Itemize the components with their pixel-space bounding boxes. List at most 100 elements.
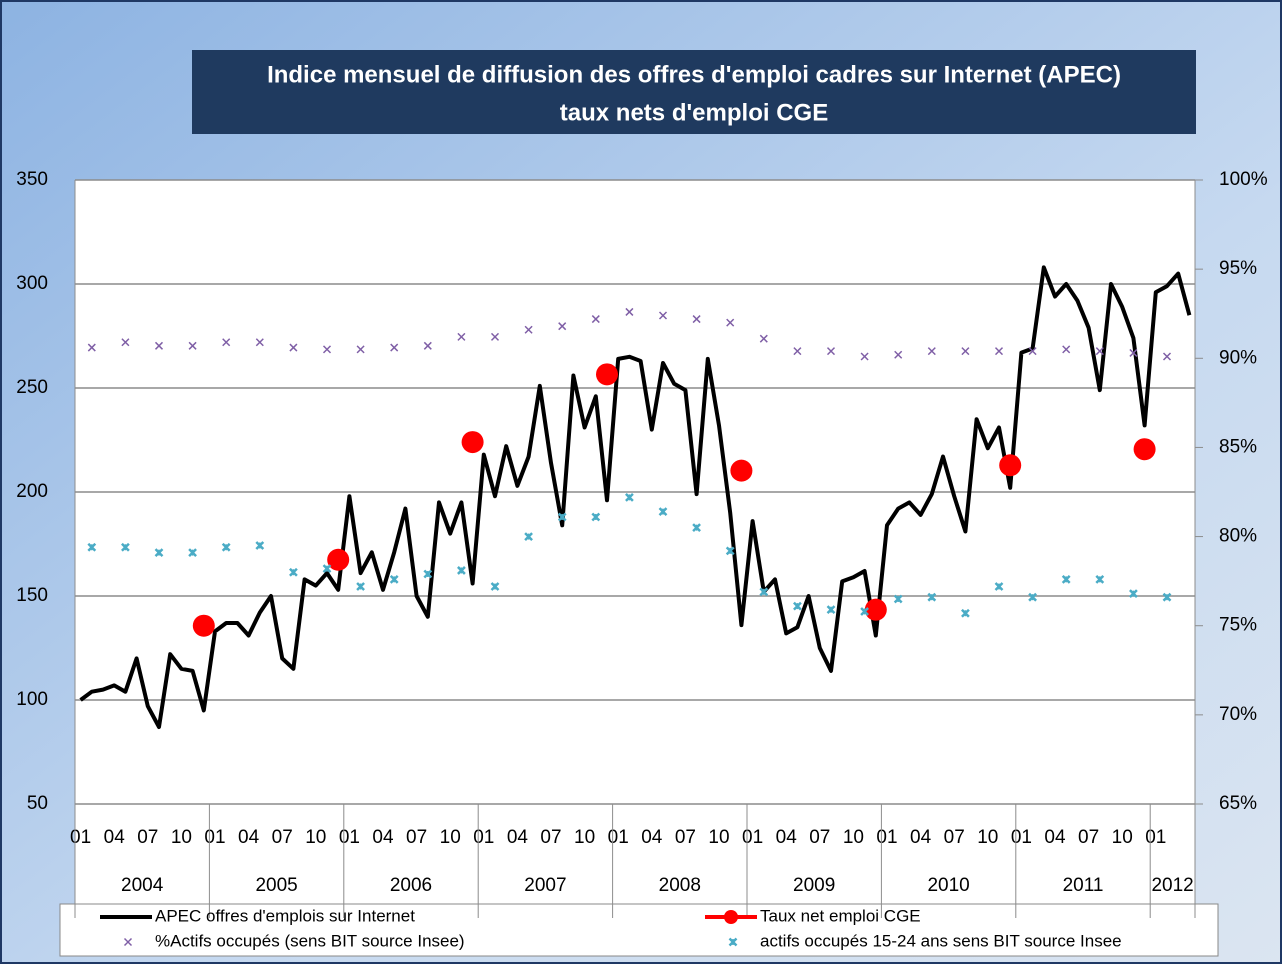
x-tick-label: 04	[1044, 827, 1066, 848]
x-tick-label: 07	[406, 827, 427, 848]
data-point	[390, 343, 399, 352]
data-point	[423, 569, 433, 579]
marker-stroke	[658, 311, 668, 320]
data-point	[121, 542, 130, 552]
x-group-label: 2008	[659, 875, 701, 896]
x-group-label: 2012	[1151, 875, 1193, 896]
data-point	[927, 347, 936, 356]
data-point	[87, 343, 96, 352]
x-tick-label: 10	[708, 827, 729, 848]
x-tick-label: 07	[137, 827, 158, 848]
x-tick-label: 04	[238, 827, 260, 848]
x-tick-label: 04	[507, 827, 529, 848]
data-point	[322, 345, 332, 354]
marker-stroke	[692, 315, 701, 324]
data-point	[793, 601, 802, 611]
marker-stroke	[1095, 347, 1104, 356]
data-point	[625, 492, 634, 502]
x-tick-label: 10	[440, 827, 461, 848]
x-tick-label: 01	[339, 827, 360, 848]
data-point	[154, 341, 164, 350]
marker-stroke	[490, 332, 500, 341]
data-point	[726, 318, 735, 327]
y2-tick-label: 100%	[1219, 169, 1268, 190]
data-point	[221, 542, 231, 552]
marker-dot	[864, 598, 887, 621]
marker-stroke	[390, 343, 399, 352]
data-point	[864, 598, 887, 621]
data-point	[389, 574, 399, 584]
marker-stroke	[356, 345, 365, 354]
x-tick-label: 01	[204, 827, 225, 848]
data-point	[826, 605, 836, 615]
x-tick-label: 01	[473, 827, 494, 848]
y2-tick-label: 75%	[1219, 615, 1257, 636]
legend-key	[123, 937, 133, 947]
title-box	[192, 50, 1196, 134]
x-group-label: 2005	[255, 875, 297, 896]
data-point	[524, 532, 533, 541]
marker-stroke	[826, 347, 836, 356]
x-tick-label: 10	[977, 827, 998, 848]
x-tick-label: 01	[742, 827, 763, 848]
marker-stroke	[524, 325, 533, 334]
data-point	[994, 347, 1004, 356]
marker-stroke	[322, 345, 332, 354]
marker-dot	[327, 548, 350, 571]
data-point	[1095, 347, 1104, 356]
x-group-label: 2006	[390, 875, 432, 896]
data-point	[461, 431, 484, 454]
data-point	[1162, 592, 1172, 602]
marker-stroke	[927, 347, 936, 356]
data-point	[1028, 347, 1037, 356]
x-tick-label: 04	[910, 827, 932, 848]
data-point	[356, 345, 365, 354]
data-point	[1028, 592, 1037, 602]
x-tick-label: 07	[272, 827, 293, 848]
marker-stroke	[591, 315, 600, 324]
y2-tick-label: 95%	[1219, 258, 1257, 279]
x-tick-label: 10	[171, 827, 192, 848]
data-point	[730, 459, 753, 482]
chart-title: Indice mensuel de diffusion des offres d…	[267, 61, 1121, 88]
data-point	[826, 347, 836, 356]
y-tick-label: 350	[16, 169, 48, 190]
data-point	[893, 594, 903, 604]
data-point	[625, 307, 634, 316]
x-group-label: 2011	[1063, 875, 1104, 896]
data-point	[658, 311, 668, 320]
x-tick-label: 04	[776, 827, 798, 848]
data-point	[255, 541, 265, 550]
marker-dot	[1133, 438, 1156, 461]
marker-stroke	[255, 338, 264, 347]
marker-stroke	[625, 307, 634, 316]
x-tick-label: 04	[641, 827, 663, 848]
y-tick-label: 200	[16, 481, 48, 502]
x-tick-label: 07	[1078, 827, 1099, 848]
marker-stroke	[289, 343, 298, 352]
y-tick-label: 50	[27, 793, 48, 814]
data-point	[927, 592, 937, 602]
data-point	[188, 341, 197, 350]
data-point	[423, 341, 432, 350]
data-point	[154, 548, 164, 558]
marker-stroke	[222, 338, 231, 347]
marker-dot	[730, 459, 753, 482]
x-tick-label: 10	[843, 827, 864, 848]
y-tick-label: 300	[16, 273, 48, 294]
data-point	[759, 334, 768, 343]
y2-tick-label: 70%	[1219, 704, 1257, 725]
y2-tick-label: 90%	[1219, 347, 1257, 368]
data-point	[1061, 574, 1071, 584]
marker-stroke	[894, 350, 903, 359]
marker-stroke	[188, 341, 197, 350]
data-point	[255, 338, 264, 347]
x-tick-label: 07	[809, 827, 830, 848]
data-point	[658, 507, 668, 516]
legend-box	[59, 903, 1219, 957]
data-point	[222, 338, 231, 347]
x-group-label: 2009	[793, 875, 835, 896]
y2-tick-label: 65%	[1219, 793, 1257, 814]
data-point	[490, 582, 500, 591]
legend-key	[705, 910, 757, 924]
